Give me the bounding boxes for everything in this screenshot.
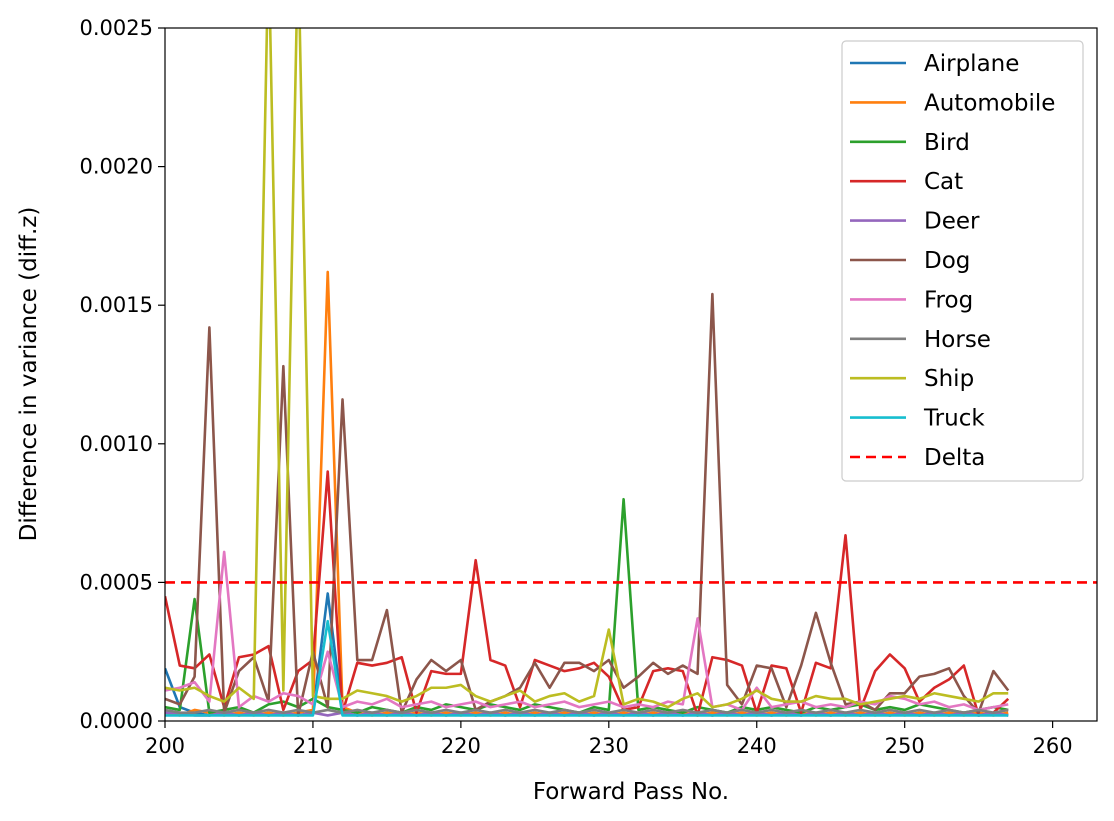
- legend-label-ship: Ship: [924, 366, 974, 392]
- x-tick-label: 200: [145, 734, 185, 758]
- y-tick-label: 0.0010: [80, 432, 153, 456]
- x-axis-ticks: 200 210 220 230 240 250 260: [145, 721, 1073, 758]
- legend-label-cat: Cat: [924, 169, 963, 195]
- y-tick-label: 0.0025: [80, 16, 153, 40]
- legend-label-automobile: Automobile: [924, 90, 1055, 116]
- y-tick-label: 0.0005: [80, 570, 153, 594]
- series-line-deer: [165, 711, 1009, 717]
- legend-label-horse: Horse: [924, 327, 991, 353]
- series-layer: [165, 28, 1097, 717]
- x-tick-label: 210: [293, 734, 333, 758]
- x-tick-label: 250: [885, 734, 925, 758]
- series-line-horse: [165, 708, 1009, 714]
- x-axis-title: Forward Pass No.: [533, 779, 729, 805]
- y-axis-ticks: 0.0000 0.0005 0.0010 0.0015 0.0020 0.0025: [80, 16, 165, 733]
- legend-label-airplane: Airplane: [924, 51, 1019, 77]
- plot-area-frame: [164, 27, 1098, 722]
- y-tick-label: 0.0015: [80, 293, 153, 317]
- y-tick-label: 0.0000: [80, 709, 153, 733]
- y-tick-label: 0.0020: [80, 155, 153, 179]
- series-line-truck: [165, 619, 1009, 717]
- x-tick-label: 220: [441, 734, 481, 758]
- legend-label-bird: Bird: [924, 130, 970, 156]
- x-tick-label: 230: [589, 734, 629, 758]
- legend-label-dog: Dog: [924, 248, 970, 274]
- legend-label-deer: Deer: [924, 209, 980, 235]
- legend-box: [841, 40, 1084, 482]
- legend-label-truck: Truck: [923, 406, 985, 432]
- legend-label-frog: Frog: [924, 287, 973, 313]
- x-tick-label: 260: [1033, 734, 1073, 758]
- legend: Airplane Automobile Bird Cat Deer Dog Frog Hors…: [841, 40, 1084, 482]
- x-tick-label: 240: [737, 734, 777, 758]
- y-axis-title: Difference in variance (diff.z): [16, 207, 42, 542]
- series-line-dog: [165, 292, 1010, 717]
- series-line-ship: [165, 28, 1009, 709]
- legend-label-delta: Delta: [924, 445, 985, 471]
